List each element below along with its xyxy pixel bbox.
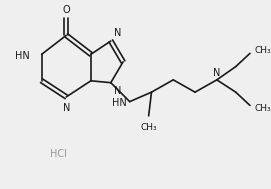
Text: HN: HN — [15, 51, 29, 61]
Text: N: N — [213, 68, 221, 78]
Text: O: O — [63, 5, 70, 15]
Text: HCl: HCl — [50, 149, 67, 159]
Text: CH₃: CH₃ — [140, 123, 157, 132]
Text: N: N — [114, 86, 121, 95]
Text: CH₃: CH₃ — [255, 104, 271, 113]
Text: N: N — [114, 28, 121, 38]
Text: N: N — [63, 103, 70, 113]
Text: CH₃: CH₃ — [255, 46, 271, 55]
Text: HN: HN — [112, 98, 127, 108]
